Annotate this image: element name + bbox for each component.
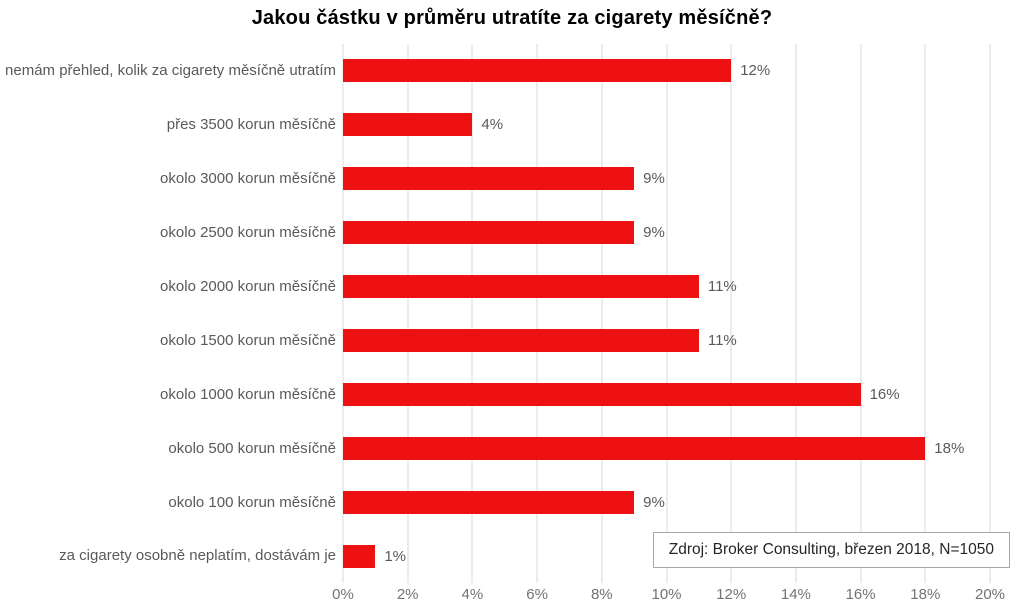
bar [343, 59, 732, 83]
x-tick-label: 14% [780, 586, 811, 603]
bar-row: přes 3500 korun měsíčně 4% [0, 98, 990, 152]
x-tick-label: 18% [910, 586, 941, 603]
bar-row: nemám přehled, kolik za cigarety měsíčně… [0, 44, 990, 98]
gridline [342, 44, 344, 583]
bar-track: 4% [343, 98, 990, 152]
gridline [924, 44, 926, 583]
x-tick-label: 4% [461, 586, 484, 603]
category-label: okolo 100 korun měsíčně [168, 493, 336, 511]
bar-row: okolo 3000 korun měsíčně 9% [0, 152, 990, 206]
bar-track: 1% [343, 529, 990, 583]
value-label: 16% [869, 385, 900, 403]
bar-track: 9% [343, 206, 990, 260]
value-label: 11% [707, 331, 737, 349]
gridline [989, 44, 991, 583]
gridlines [342, 44, 991, 583]
value-label: 12% [740, 62, 771, 80]
bar [343, 113, 473, 137]
bar [343, 221, 635, 245]
value-label: 9% [643, 224, 665, 242]
bar [343, 490, 635, 514]
category-label: nemám přehled, kolik za cigarety měsíčně… [5, 62, 336, 80]
category-label: za cigarety osobně neplatím, dostávám je [59, 547, 336, 565]
bar-track: 16% [343, 367, 990, 421]
bar-row: okolo 2000 korun měsíčně 11% [0, 260, 990, 314]
x-tick-label: 0% [332, 586, 354, 603]
bar [343, 328, 699, 352]
gridline [536, 44, 538, 583]
category-label: okolo 1000 korun měsíčně [160, 385, 336, 403]
value-label: 18% [934, 439, 965, 457]
category-label: okolo 2500 korun měsíčně [160, 224, 336, 242]
value-label: 11% [707, 278, 737, 296]
gridline [860, 44, 862, 583]
gridline [666, 44, 667, 583]
bar [343, 275, 699, 299]
value-label: 9% [643, 170, 665, 188]
gridline [795, 44, 797, 583]
value-label: 1% [384, 547, 407, 565]
x-tick-label: 20% [974, 586, 1006, 603]
bar-track: 9% [343, 475, 990, 529]
x-tick-label: 12% [716, 586, 747, 603]
bar-track: 18% [343, 421, 990, 475]
gridline [407, 44, 409, 583]
bar-row: okolo 1000 korun měsíčně 16% [0, 367, 990, 421]
gridline [730, 44, 732, 583]
gridline [601, 44, 603, 583]
x-tick-label: 10% [651, 586, 682, 603]
value-label: 9% [643, 493, 665, 511]
category-label: okolo 2000 korun měsíčně [160, 277, 336, 295]
bar-row: okolo 2500 korun měsíčně 9% [0, 206, 990, 260]
bar-track: 12% [343, 44, 990, 98]
bar [343, 382, 861, 406]
bar-track: 9% [343, 152, 990, 206]
x-tick-label: 16% [845, 586, 876, 603]
bar-row: okolo 1500 korun měsíčně 11% [0, 314, 990, 368]
bar-track: 11% [343, 260, 990, 314]
bar [343, 167, 635, 191]
source-text: Zdroj: Broker Consulting, březen 2018, N… [668, 541, 994, 558]
gridline [471, 44, 473, 583]
source-box: Zdroj: Broker Consulting, březen 2018, N… [652, 532, 1010, 568]
bar-row: za cigarety osobně neplatím, dostávám je… [0, 529, 990, 583]
category-label: okolo 500 korun měsíčně [168, 439, 336, 457]
value-label: 4% [481, 116, 504, 134]
category-label: okolo 1500 korun měsíčně [160, 331, 336, 349]
category-label: okolo 3000 korun měsíčně [160, 170, 336, 188]
bar [343, 544, 376, 568]
x-tick-label: 6% [526, 586, 548, 603]
x-axis: 0% 2% 4% 6% 8% 10% 12% 14% 16% 18% 20% [332, 586, 1005, 608]
bar-row: okolo 500 korun měsíčně 18% [0, 421, 990, 475]
x-tick-label: 8% [590, 586, 613, 603]
bar-rows: nemám přehled, kolik za cigarety měsíčně… [0, 44, 990, 583]
bar [343, 436, 926, 460]
category-label: přes 3500 korun měsíčně [166, 116, 336, 134]
chart-title: Jakou částku v průměru utratíte za cigar… [251, 7, 773, 29]
bar-track: 11% [343, 314, 990, 368]
bar-row: okolo 100 korun měsíčně 9% [0, 475, 990, 529]
x-tick-label: 2% [396, 586, 419, 603]
